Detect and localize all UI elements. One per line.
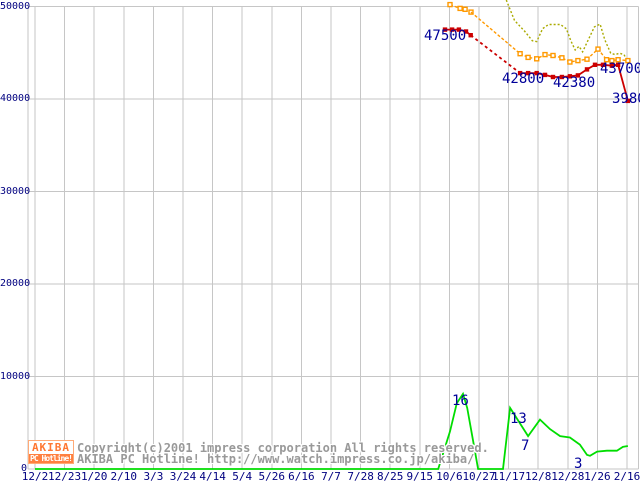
chart-plot-area bbox=[27, 0, 639, 470]
price-history-chart-page: { "colors": { "background": "#ffffff", "… bbox=[0, 0, 640, 483]
